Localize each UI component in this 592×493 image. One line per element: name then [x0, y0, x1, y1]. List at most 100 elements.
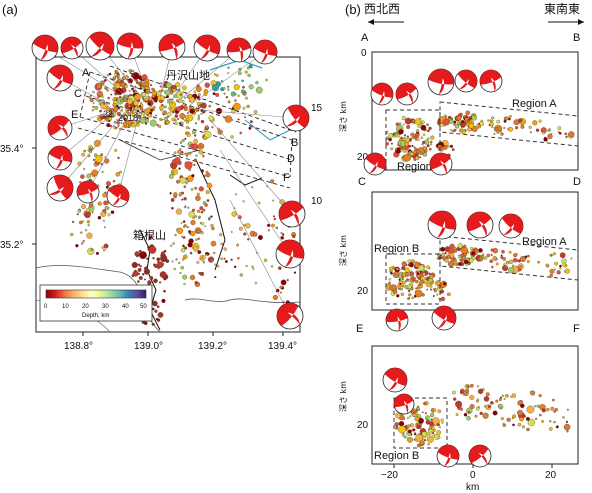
epicenter-dot: [227, 100, 231, 104]
epicenter-dot: [131, 119, 134, 122]
epicenter-dot: [476, 398, 480, 401]
epicenter-dot: [196, 229, 201, 234]
focal-mechanism-icon: [393, 393, 415, 415]
epicenter-dot: [136, 109, 140, 113]
epicenter-dot: [139, 87, 142, 90]
epicenter-dot: [436, 423, 440, 427]
epicenter-dot: [151, 87, 155, 92]
epicenter-dot: [148, 245, 157, 254]
epicenter-dot: [237, 71, 242, 76]
epicenter-dot: [453, 397, 457, 401]
epicenter-dot: [204, 225, 207, 228]
epicenter-dot: [271, 223, 275, 228]
epicenter-dot: [413, 150, 417, 154]
epicenter-dot: [476, 123, 480, 127]
epicenter-dot: [422, 133, 426, 136]
epicenter-dot: [423, 401, 427, 406]
epicenter-dot: [487, 405, 491, 408]
epicenter-dot: [188, 238, 194, 244]
epicenter-dot: [133, 108, 137, 111]
region-a-outline: [439, 235, 579, 281]
epicenter-dot: [179, 113, 186, 119]
mechanism-connector: [189, 57, 259, 106]
epicenter-dot: [105, 114, 109, 118]
epicenter-dot: [489, 259, 493, 263]
epicenter-dot: [424, 412, 427, 415]
colorbar-tick: 20: [82, 304, 89, 310]
focal-mechanism-icon: [158, 33, 186, 61]
epicenter-dot: [159, 105, 164, 110]
epicenter-dot: [396, 133, 401, 138]
epicenter-dot: [84, 212, 91, 219]
epicenter-dot: [471, 256, 476, 261]
epicenter-dot: [103, 226, 106, 229]
epicenter-dot: [242, 200, 245, 203]
epicenter-dot: [463, 257, 466, 260]
epicenter-dot: [206, 182, 213, 189]
epicenter-dot: [133, 100, 139, 106]
epicenter-dot: [225, 96, 229, 99]
epicenter-dot: [255, 86, 263, 94]
mechanism-connector: [169, 57, 202, 103]
epicenter-dot: [181, 198, 184, 201]
epicenter-dot: [491, 265, 494, 269]
epicenter-dot: [92, 158, 95, 161]
epicenter-dot: [426, 288, 429, 291]
epicenter-dot: [411, 119, 416, 123]
epicenter-dot: [139, 117, 146, 124]
epicenter-dot: [562, 416, 565, 419]
epicenter-dot: [547, 129, 551, 132]
epicenter-dot: [161, 298, 166, 303]
epicenter-dot: [150, 108, 153, 112]
epicenter-dot: [475, 249, 478, 253]
epicenter-dot: [557, 130, 560, 133]
mechanism-connector: [108, 57, 141, 96]
place-hakone: 箱根山: [133, 228, 166, 242]
focal-mechanism-icon: [282, 104, 310, 132]
focal-mechanism-icon: [363, 152, 387, 176]
epicenter-dot: [197, 237, 201, 240]
epicenter-dot: [117, 156, 120, 160]
epicenter-dot: [230, 91, 236, 97]
epicenter-dot: [201, 222, 205, 226]
epicenter-dot: [120, 100, 123, 103]
epicenter-dot: [519, 265, 522, 268]
epicenter-dot: [467, 262, 471, 265]
epicenter-dot: [128, 89, 131, 92]
epicenter-dot: [547, 133, 553, 140]
epicenter-dot: [125, 74, 128, 77]
epicenter-dot: [515, 126, 519, 130]
epicenter-dot: [92, 102, 95, 105]
epicenter-dot: [98, 102, 101, 106]
epicenter-dot: [436, 430, 441, 435]
epicenter-dot: [176, 179, 180, 184]
epicenter-dot: [421, 143, 424, 146]
epicenter-dot: [197, 209, 201, 213]
epicenter-dot: [546, 407, 550, 412]
panel-a-label: (a): [2, 2, 18, 17]
epicenter-dot: [164, 89, 171, 96]
epicenter-dot: [163, 289, 166, 293]
epicenter-dot: [176, 99, 179, 103]
epicenter-dot: [149, 84, 153, 87]
epicenter-dot: [270, 265, 274, 268]
epicenter-dot: [267, 223, 271, 227]
focal-mechanism-icon: [278, 200, 306, 228]
epicenter-dot: [133, 105, 136, 108]
epicenter-dot: [407, 259, 411, 263]
epicenter-dot: [562, 262, 566, 267]
epicenter-dot: [465, 110, 471, 116]
epicenter-dot: [106, 123, 111, 128]
epicenter-dot: [253, 110, 258, 114]
epicenter-dot: [403, 153, 412, 162]
epicenter-dot: [249, 120, 253, 124]
epicenter-dot: [231, 211, 237, 217]
epicenter-dot: [242, 106, 246, 110]
epicenter-dot: [184, 115, 189, 119]
epicenter-dot: [96, 90, 104, 98]
epicenter-dot: [532, 120, 538, 126]
epicenter-dot: [495, 262, 499, 266]
epicenter-dot: [248, 84, 254, 90]
epicenter-dot: [239, 273, 243, 277]
epicenter-dot: [92, 90, 95, 94]
